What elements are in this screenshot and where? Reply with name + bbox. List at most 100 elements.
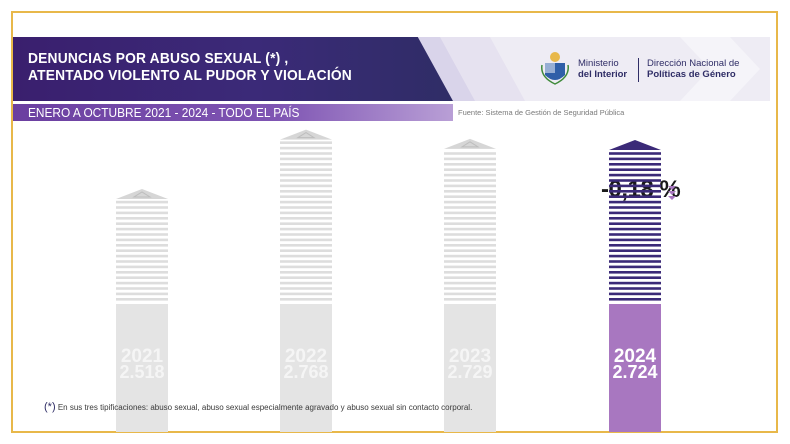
bar-floor-2022: [280, 260, 332, 263]
coat-of-arms-icon: [541, 52, 569, 85]
bar-floor-2023: [444, 157, 496, 161]
logo-divider: [638, 58, 639, 82]
bar-floor-2023: [444, 244, 496, 247]
logos: Ministerio del Interior Dirección Nacion…: [535, 48, 745, 88]
direction-logo-text: Dirección Nacional de Políticas de Géner…: [647, 58, 739, 80]
bar-floor-2021: [116, 287, 168, 290]
bar-body-2023: [444, 304, 496, 432]
bar-floor-2023: [444, 276, 496, 279]
bar-floor-2022: [280, 287, 332, 290]
bar-floor-2023: [444, 217, 496, 220]
bar-floor-2023: [444, 195, 496, 198]
title-band: [13, 37, 453, 101]
bar-floor-2022: [280, 173, 332, 177]
bar-floor-2021: [116, 265, 168, 269]
bar-floor-2022: [280, 200, 332, 204]
bar-floor-2021: [116, 211, 168, 215]
bar-value-label-2022: 2.768: [283, 362, 328, 382]
bar-floor-2024: [609, 276, 661, 279]
bar-floor-2023: [444, 152, 496, 155]
bar-floor-2023: [444, 184, 496, 188]
bar-floor-2021: [116, 206, 168, 209]
bar-floor-2023: [444, 179, 496, 182]
header-decoration: [400, 37, 770, 101]
bar-roof-2021: [116, 188, 168, 199]
bar-value-label-2023: 2.729: [447, 362, 492, 382]
bar-floor-2022: [280, 276, 332, 279]
bar-roof-2022: [280, 129, 332, 140]
bar-floor-2023: [444, 249, 496, 252]
direction-line-1: Dirección Nacional de: [647, 58, 740, 69]
bar-floor-2021: [116, 276, 168, 279]
bar-floor-2023: [444, 227, 496, 231]
bar-floor-2022: [280, 244, 332, 247]
bar-floor-2022: [280, 184, 332, 188]
bar-floor-2024: [609, 211, 661, 215]
bar-floor-2022: [280, 152, 332, 155]
bar-floor-2021: [116, 244, 168, 247]
bar-floor-2022: [280, 249, 332, 252]
bar-floor-2024: [609, 298, 661, 301]
bar-floor-2022: [280, 206, 332, 209]
bar-floor-2022: [280, 179, 332, 182]
bar-floor-2021: [116, 254, 168, 258]
bar-floor-2023: [444, 206, 496, 209]
bar-floor-2024: [609, 157, 661, 161]
bar-floor-2024: [609, 190, 661, 193]
bar-floor-2024: [609, 163, 661, 166]
bar-floor-2024: [609, 233, 661, 236]
bar-floor-2023: [444, 168, 496, 171]
bar-floor-2021: [116, 217, 168, 220]
frame-border: [11, 11, 778, 433]
bar-floor-2022: [280, 233, 332, 236]
title-line-1: DENUNCIAS POR ABUSO SEXUAL (*) ,: [28, 50, 289, 67]
bar-floor-2022: [280, 298, 332, 301]
bar-year-label-2021: 2021: [121, 346, 164, 367]
bar-floor-2023: [444, 233, 496, 236]
bar-floor-2024: [609, 179, 661, 182]
bar-floor-2024: [609, 222, 661, 225]
chart-title: DENUNCIAS POR ABUSO SEXUAL (*) , ATENTAD…: [28, 50, 352, 84]
bar-floor-2023: [444, 292, 496, 296]
bar-floor-2023: [444, 260, 496, 263]
bar-floor-2024: [609, 292, 661, 296]
bar-floor-2021: [116, 227, 168, 231]
bar-floor-2024: [609, 281, 661, 285]
footnote: (*) En sus tres tipificaciones: abuso se…: [44, 401, 472, 413]
subtitle-band: [13, 104, 453, 121]
bar-floor-2022: [280, 281, 332, 285]
bar-floor-2023: [444, 287, 496, 290]
source-note: Fuente: Sistema de Gestión de Seguridad …: [458, 108, 625, 117]
bar-floor-2023: [444, 254, 496, 258]
bar-floor-2021: [116, 281, 168, 285]
bar-body-2024: [609, 304, 661, 432]
bar-floor-2022: [280, 195, 332, 198]
bar-floor-2022: [280, 157, 332, 161]
bar-floor-2023: [444, 238, 496, 242]
bar-body-2022: [280, 304, 332, 432]
bar-floor-2022: [280, 222, 332, 225]
bar-floor-2024: [609, 195, 661, 198]
bar-floor-2021: [116, 260, 168, 263]
bar-floor-2024: [609, 287, 661, 290]
bar-roof-mark-2023: [460, 141, 480, 148]
bar-floor-2022: [280, 271, 332, 274]
bar-floor-2024: [609, 200, 661, 204]
bar-floor-2024: [609, 249, 661, 252]
bar-floor-2022: [280, 292, 332, 296]
bar-floor-2024: [609, 206, 661, 209]
bar-floor-2021: [116, 233, 168, 236]
bar-floor-2021: [116, 271, 168, 274]
bar-floor-2024: [609, 173, 661, 177]
bar-value-label-2024: 2.724: [612, 362, 657, 382]
bar-floor-2022: [280, 227, 332, 231]
bar-roof-2023: [444, 138, 496, 149]
bar-floor-2022: [280, 146, 332, 150]
bar-floor-2022: [280, 211, 332, 215]
bar-floor-2022: [280, 217, 332, 220]
bar-floor-2022: [280, 168, 332, 171]
bar-floor-2023: [444, 222, 496, 225]
bar-floor-2024: [609, 152, 661, 155]
bar-floor-2023: [444, 265, 496, 269]
bar-floor-2023: [444, 200, 496, 204]
